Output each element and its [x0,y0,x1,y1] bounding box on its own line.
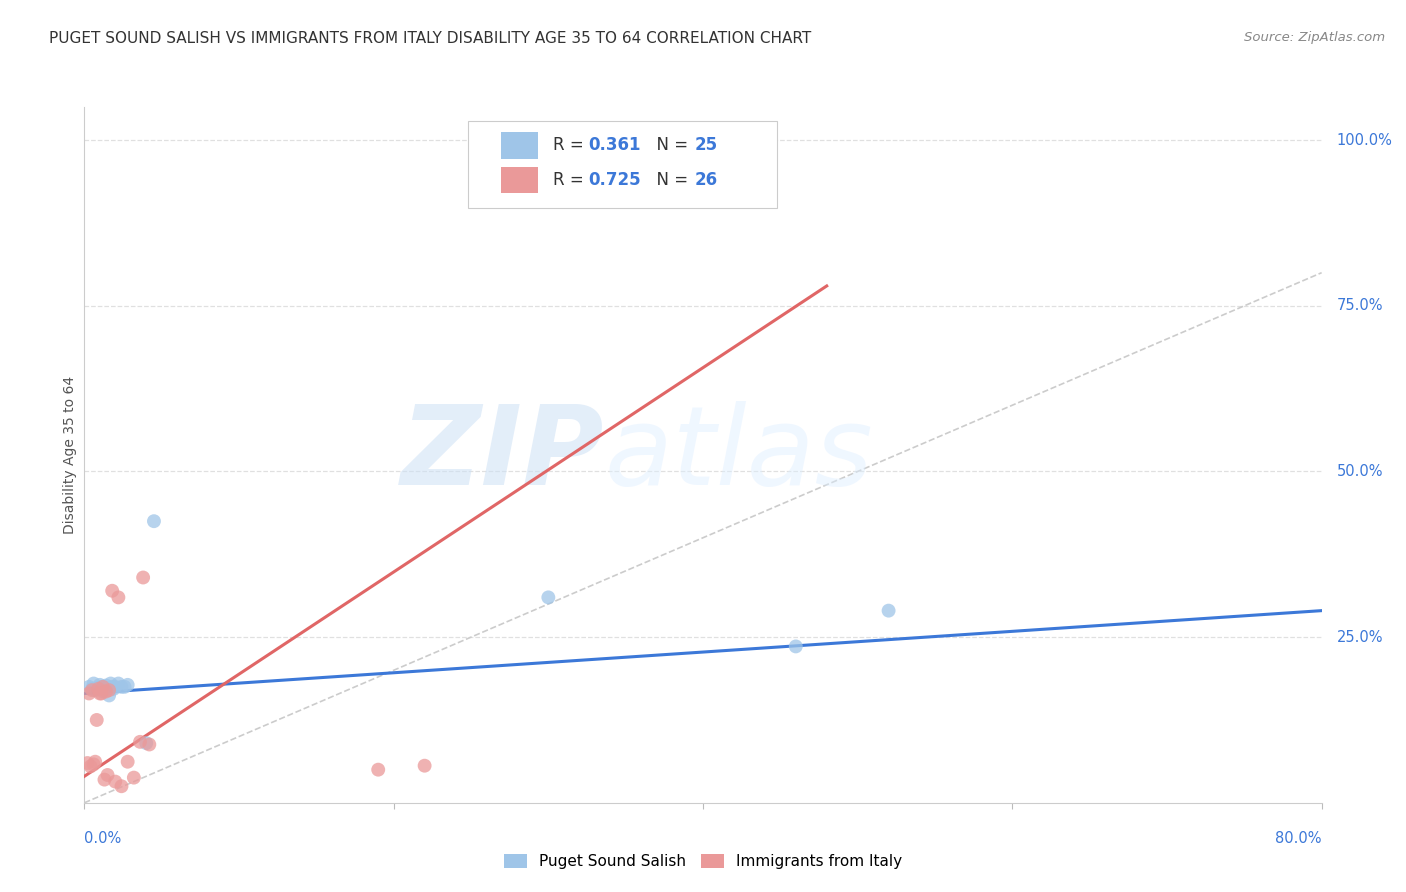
Text: N =: N = [647,136,693,154]
FancyBboxPatch shape [468,121,778,208]
Point [104,774,127,789]
Text: 26: 26 [695,171,717,189]
Point [107,676,129,690]
Point [110,680,132,694]
Text: Source: ZipAtlas.com: Source: ZipAtlas.com [1244,31,1385,45]
Text: atlas: atlas [605,401,873,508]
Text: 75.0%: 75.0% [1337,298,1384,313]
Point [83,757,105,772]
Point [143,514,166,528]
Point [96,681,118,695]
Point [91,684,114,698]
Point [413,758,436,772]
Text: R =: R = [554,171,589,189]
Point [103,681,125,696]
Point [89,686,111,700]
Point [79,759,101,773]
Point [101,680,124,694]
Point [86,681,108,695]
Point [122,771,145,785]
Point [135,736,157,750]
Point [83,676,105,690]
Point [77,680,100,694]
Point [93,681,115,696]
Point [100,676,122,690]
Point [89,678,111,692]
Point [94,679,117,693]
Text: 0.725: 0.725 [588,171,641,189]
Text: 0.361: 0.361 [588,136,640,154]
Point [138,738,160,752]
Point [98,683,121,698]
Text: 80.0%: 80.0% [1275,830,1322,846]
Point [367,763,389,777]
Text: R =: R = [554,136,589,154]
Point [84,755,107,769]
Point [82,681,104,696]
Text: PUGET SOUND SALISH VS IMMIGRANTS FROM ITALY DISABILITY AGE 35 TO 64 CORRELATION : PUGET SOUND SALISH VS IMMIGRANTS FROM IT… [49,31,811,46]
Point [117,755,139,769]
Point [90,680,112,694]
Point [132,570,155,584]
Text: 100.0%: 100.0% [1337,133,1392,148]
Y-axis label: Disability Age 35 to 64: Disability Age 35 to 64 [63,376,77,534]
Point [90,686,112,700]
Point [77,686,100,700]
Point [877,604,900,618]
Point [785,640,807,654]
Text: 25: 25 [695,136,717,154]
Legend: Puget Sound Salish, Immigrants from Italy: Puget Sound Salish, Immigrants from Ital… [498,848,908,875]
Text: N =: N = [647,171,693,189]
Text: 25.0%: 25.0% [1337,630,1384,645]
Text: 0.0%: 0.0% [84,830,121,846]
Point [91,680,114,694]
Point [82,683,104,698]
Point [101,583,124,598]
Text: 50.0%: 50.0% [1337,464,1384,479]
Point [110,779,132,793]
Text: ZIP: ZIP [401,401,605,508]
Point [107,591,129,605]
Point [98,689,121,703]
Point [117,678,139,692]
Bar [502,132,538,159]
Point [94,684,117,698]
Point [104,680,127,694]
Point [86,713,108,727]
Bar [502,167,538,194]
Point [93,772,115,787]
Point [96,768,118,782]
Point [537,591,560,605]
Point [84,683,107,698]
Point [76,756,98,770]
Point [87,681,110,696]
Point [114,680,136,694]
Point [129,735,152,749]
